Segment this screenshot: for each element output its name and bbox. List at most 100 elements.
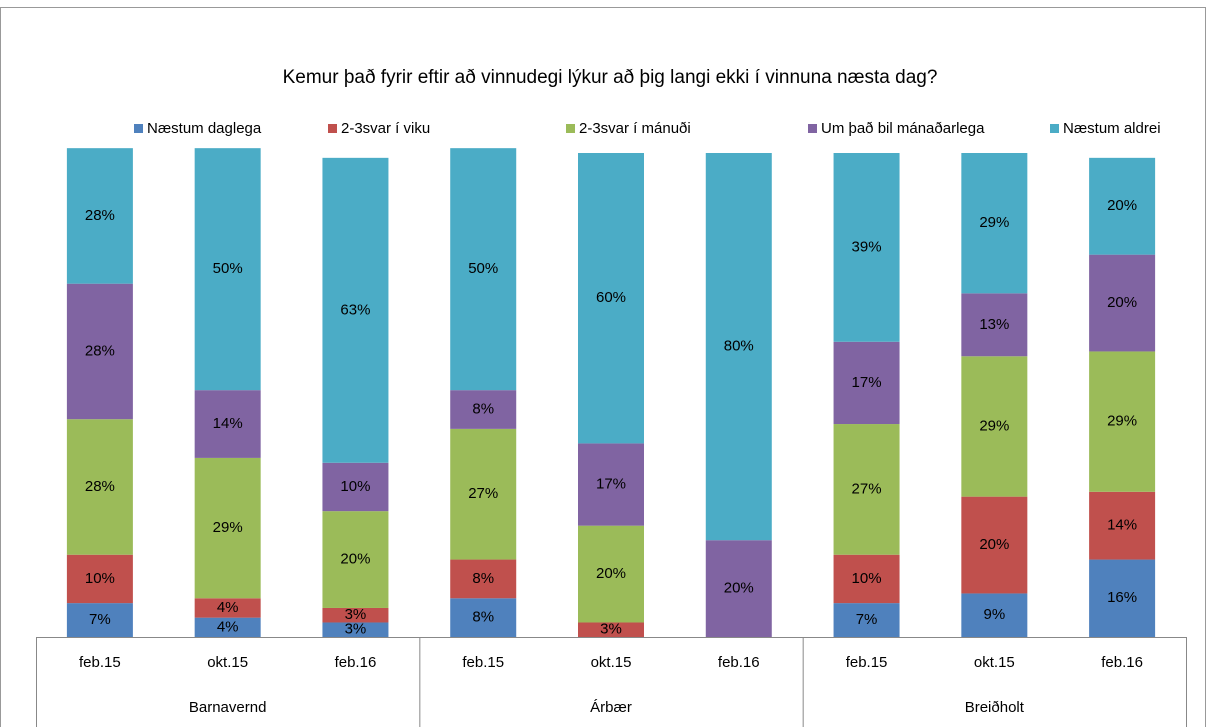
x-tick-label: okt.15 [974,654,1015,671]
data-label: 10% [85,570,115,587]
data-label: 4% [217,599,239,616]
legend-swatch [134,124,143,133]
bar-segment [1089,157,1156,255]
bar-segment [578,443,644,526]
data-label: 27% [852,480,882,497]
group-label: Breiðholt [965,699,1025,716]
x-tick-label: okt.15 [591,654,632,671]
bar-segment [578,153,644,444]
bar-segment [578,525,644,623]
chart-title: Kemur það fyrir eftir að vinnudegi lýkur… [283,67,938,88]
bar-segment [705,153,772,541]
data-label: 13% [979,316,1009,333]
legend-swatch [566,124,575,133]
legend-swatch [808,124,817,133]
bar-segment [450,598,517,637]
bar-segment [578,622,644,637]
data-label: 3% [345,621,367,638]
bar-segment [322,622,389,637]
bar-segment [833,603,900,637]
bar-segment [194,617,261,637]
legend-swatch [1050,124,1059,133]
bar-segment [66,554,133,604]
bar-segment [450,148,517,391]
legend-label: Næstum aldrei [1063,120,1161,137]
data-label: 17% [596,476,626,493]
bar-segment [961,496,1028,594]
bar-segment [1089,491,1156,560]
data-label: 50% [213,260,243,277]
data-label: 80% [724,338,754,355]
bar-segment [66,419,133,555]
legend-label: Næstum daglega [147,120,262,137]
group-label: Barnavernd [189,699,267,716]
x-tick-label: feb.15 [846,654,888,671]
data-label: 20% [596,565,626,582]
bar-segment [833,424,900,555]
data-label: 4% [217,618,239,635]
data-label: 10% [340,478,370,495]
data-label: 20% [724,580,754,597]
bar-segment [450,559,517,599]
data-label: 29% [979,417,1009,434]
bar-segment [1089,351,1156,492]
data-label: 3% [345,606,367,623]
legend-label: 2-3svar í viku [341,120,430,137]
data-label: 29% [1107,413,1137,430]
data-label: 60% [596,289,626,306]
data-label: 3% [600,621,622,638]
data-label: 20% [1107,294,1137,311]
x-tick-label: feb.15 [79,654,121,671]
data-label: 28% [85,342,115,359]
data-label: 8% [472,570,494,587]
data-label: 20% [979,536,1009,553]
x-tick-label: feb.16 [335,654,377,671]
x-tick-label: feb.15 [462,654,504,671]
x-tick-label: okt.15 [207,654,248,671]
data-label: 29% [979,214,1009,231]
bar-segment [450,390,517,429]
chart-border [0,7,1206,727]
bar-segment [194,390,261,458]
data-label: 20% [340,551,370,568]
bar-segment [322,462,389,512]
bar-segment [961,356,1028,497]
bar-segment [66,603,133,637]
bar-segment [1089,254,1156,352]
bar-segment [833,153,900,342]
bar-segment [961,593,1028,637]
data-label: 28% [85,207,115,224]
legend-swatch [328,124,337,133]
data-label: 8% [472,400,494,417]
bar-segment [705,540,772,637]
data-label: 20% [1107,197,1137,214]
group-label: Árbær [590,699,632,716]
legend-label: 2-3svar í mánuði [579,120,691,137]
data-label: 8% [472,609,494,626]
data-label: 17% [852,374,882,391]
legend-label: Um það bil mánaðarlega [821,120,985,137]
bar-segment [322,511,389,608]
data-label: 39% [852,238,882,255]
bar-segment [194,598,261,618]
data-label: 14% [213,415,243,432]
bar-segment [833,554,900,604]
bar-segment [322,157,389,463]
bar-segment [66,148,133,284]
data-label: 16% [1107,589,1137,606]
bar-segment [961,293,1028,357]
data-label: 9% [983,606,1005,623]
data-label: 14% [1107,517,1137,534]
bar-segment [194,457,261,599]
data-label: 27% [468,485,498,502]
data-label: 10% [852,570,882,587]
bar-segment [833,341,900,425]
data-label: 7% [856,611,878,628]
x-tick-label: feb.16 [718,654,760,671]
bar-segment [66,283,133,420]
data-label: 50% [468,260,498,277]
data-label: 7% [89,611,111,628]
bar-segment [961,153,1028,294]
x-tick-label: feb.16 [1101,654,1143,671]
bar-segment [322,607,389,623]
